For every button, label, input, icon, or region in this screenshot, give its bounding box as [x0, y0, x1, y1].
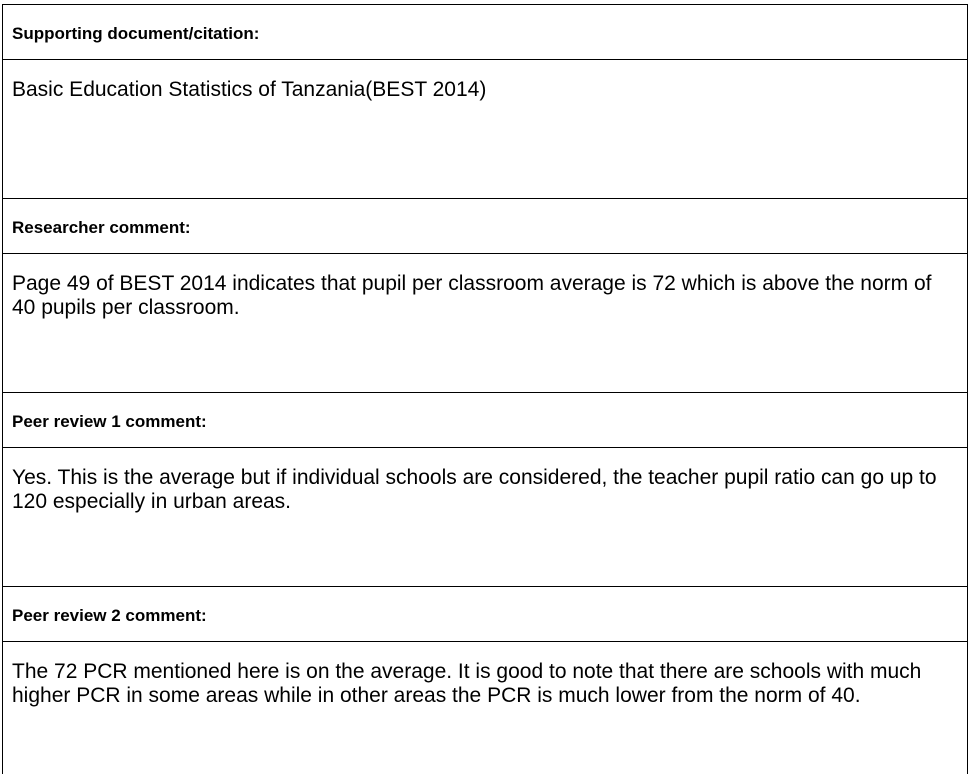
section-label-text: Supporting document/citation:	[12, 24, 260, 43]
section-label-text: Peer review 2 comment:	[12, 606, 207, 625]
section-label-peer-review-1: Peer review 1 comment:	[3, 393, 967, 448]
section-label-supporting-document: Supporting document/citation:	[3, 5, 967, 60]
section-body-peer-review-1: Yes. This is the average but if individu…	[3, 448, 967, 587]
section-label-text: Peer review 1 comment:	[12, 412, 207, 431]
section-body-text: Yes. This is the average but if individu…	[12, 466, 937, 513]
section-body-text: The 72 PCR mentioned here is on the aver…	[12, 660, 922, 707]
section-label-peer-review-2: Peer review 2 comment:	[3, 587, 967, 642]
section-body-text: Page 49 of BEST 2014 indicates that pupi…	[12, 272, 932, 319]
section-body-researcher-comment: Page 49 of BEST 2014 indicates that pupi…	[3, 254, 967, 393]
section-body-supporting-document: Basic Education Statistics of Tanzania(B…	[3, 60, 967, 199]
section-label-text: Researcher comment:	[12, 218, 191, 237]
review-table: Supporting document/citation: Basic Educ…	[2, 4, 968, 774]
section-body-text: Basic Education Statistics of Tanzania(B…	[12, 78, 487, 101]
section-label-researcher-comment: Researcher comment:	[3, 199, 967, 254]
section-body-peer-review-2: The 72 PCR mentioned here is on the aver…	[3, 642, 967, 774]
